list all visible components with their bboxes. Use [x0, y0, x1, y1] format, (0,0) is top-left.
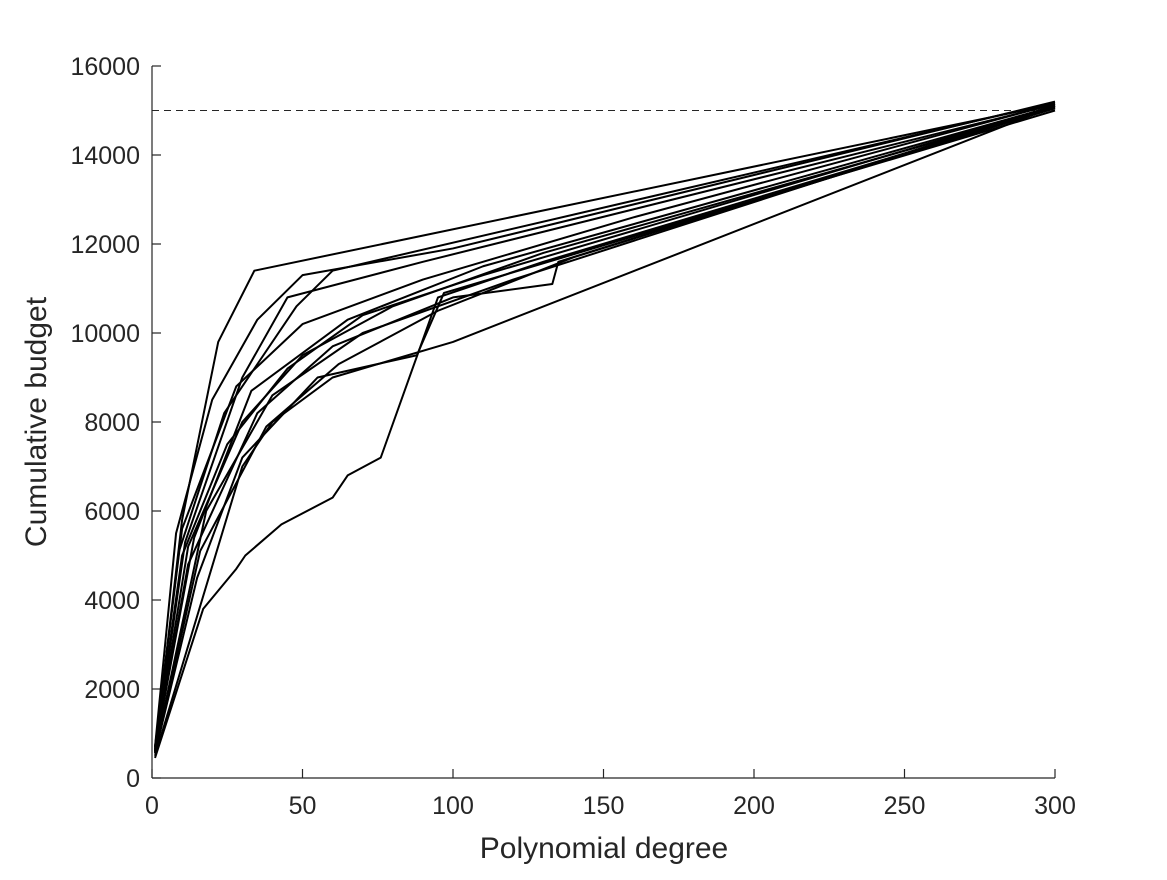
y-tick-label: 16000	[70, 53, 140, 81]
y-tick-label: 8000	[84, 409, 140, 437]
series-line	[154, 100, 1056, 747]
series-line	[154, 102, 1056, 747]
series-line	[154, 105, 1056, 750]
x-axis-label: Polynomial degree	[480, 832, 728, 865]
series-line	[154, 109, 1056, 754]
series-line	[154, 101, 1056, 748]
x-tick-label: 200	[733, 792, 775, 820]
series-line	[154, 105, 1056, 757]
y-axis-label: Cumulative budget	[20, 296, 53, 547]
series-line	[154, 105, 1056, 751]
x-tick-label: 50	[289, 792, 317, 820]
series-line	[154, 105, 1056, 750]
series-line	[154, 103, 1056, 752]
x-tick-label: 300	[1034, 792, 1076, 820]
series-line	[154, 102, 1056, 752]
y-tick-label: 6000	[84, 498, 140, 526]
y-tick-label: 0	[126, 765, 140, 793]
y-tick-label: 4000	[84, 587, 140, 615]
x-tick-label: 250	[884, 792, 926, 820]
x-tick-label: 0	[145, 792, 159, 820]
y-tick-label: 14000	[70, 142, 140, 170]
y-tick-label: 2000	[84, 676, 140, 704]
series-line	[154, 106, 1056, 754]
series-line	[154, 104, 1056, 753]
series-line	[154, 107, 1056, 752]
x-tick-label: 100	[432, 792, 474, 820]
y-tick-label: 10000	[70, 320, 140, 348]
y-tick-label: 12000	[70, 231, 140, 259]
series-line	[154, 107, 1056, 759]
x-tick-label: 150	[583, 792, 625, 820]
